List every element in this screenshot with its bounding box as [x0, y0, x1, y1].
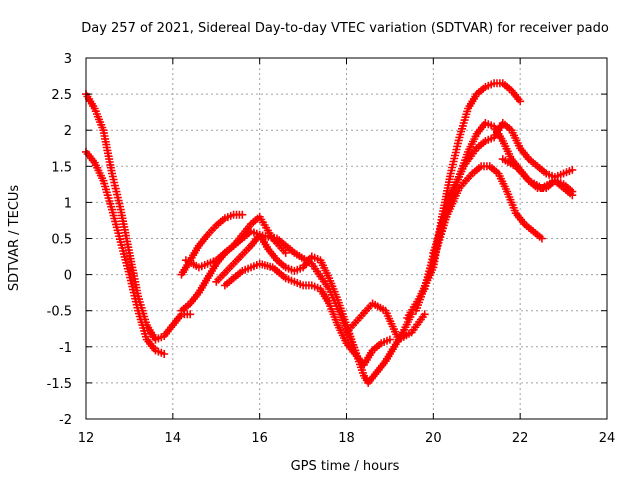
series-markers-arc-2	[82, 147, 169, 358]
x-axis-label: GPS time / hours	[291, 459, 400, 474]
series-arc-5	[177, 227, 360, 355]
series-markers-arc-8	[342, 299, 429, 344]
chart-title: Day 257 of 2021, Sidereal Day-to-day VTE…	[81, 21, 609, 36]
y-tick-label: 1	[64, 196, 72, 211]
series-markers-arc-3	[177, 210, 247, 279]
series-arc-12	[429, 162, 546, 257]
axis-ticks: 12 14 16 18 20 22 24 -2 -1.5 -1 -0.5 0 0.5 1 1.5 2 2.5 3	[47, 52, 616, 446]
series-arc-7	[220, 259, 394, 369]
y-axis-label: SDTVAR / TECUs	[7, 185, 22, 292]
x-tick-label: 14	[165, 431, 182, 446]
y-tick-label: -1.5	[47, 377, 72, 392]
series-markers-arc-12	[429, 162, 546, 257]
series-markers-arc-13	[498, 155, 577, 196]
series-arc-10	[412, 119, 577, 315]
y-tick-label: 1.5	[51, 160, 72, 175]
series-arc-13	[498, 155, 577, 196]
y-tick-label: -0.5	[47, 305, 72, 320]
grid	[86, 58, 607, 419]
x-tick-label: 22	[512, 431, 529, 446]
series-markers-arc-11	[420, 119, 577, 293]
series-arc-11	[420, 119, 577, 293]
series-arc-2	[82, 147, 169, 358]
series-line-arc-7	[223, 262, 391, 366]
series-markers-arc-10	[412, 119, 577, 315]
x-tick-label: 12	[78, 431, 95, 446]
x-tick-label: 18	[338, 431, 355, 446]
y-tick-label: 2	[64, 124, 72, 139]
x-tick-label: 20	[425, 431, 442, 446]
y-tick-label: 2.5	[51, 88, 72, 103]
y-tick-label: 0	[64, 269, 72, 284]
x-tick-label: 24	[599, 431, 616, 446]
series-arc-8	[342, 299, 429, 344]
data-layer	[82, 79, 577, 387]
y-tick-label: 0.5	[51, 233, 72, 248]
y-tick-label: -1	[59, 341, 72, 356]
y-tick-label: 3	[64, 52, 72, 67]
series-arc-3	[177, 210, 247, 279]
x-tick-label: 16	[251, 431, 268, 446]
series-markers-arc-7	[220, 259, 394, 369]
y-tick-label: -2	[59, 413, 72, 428]
